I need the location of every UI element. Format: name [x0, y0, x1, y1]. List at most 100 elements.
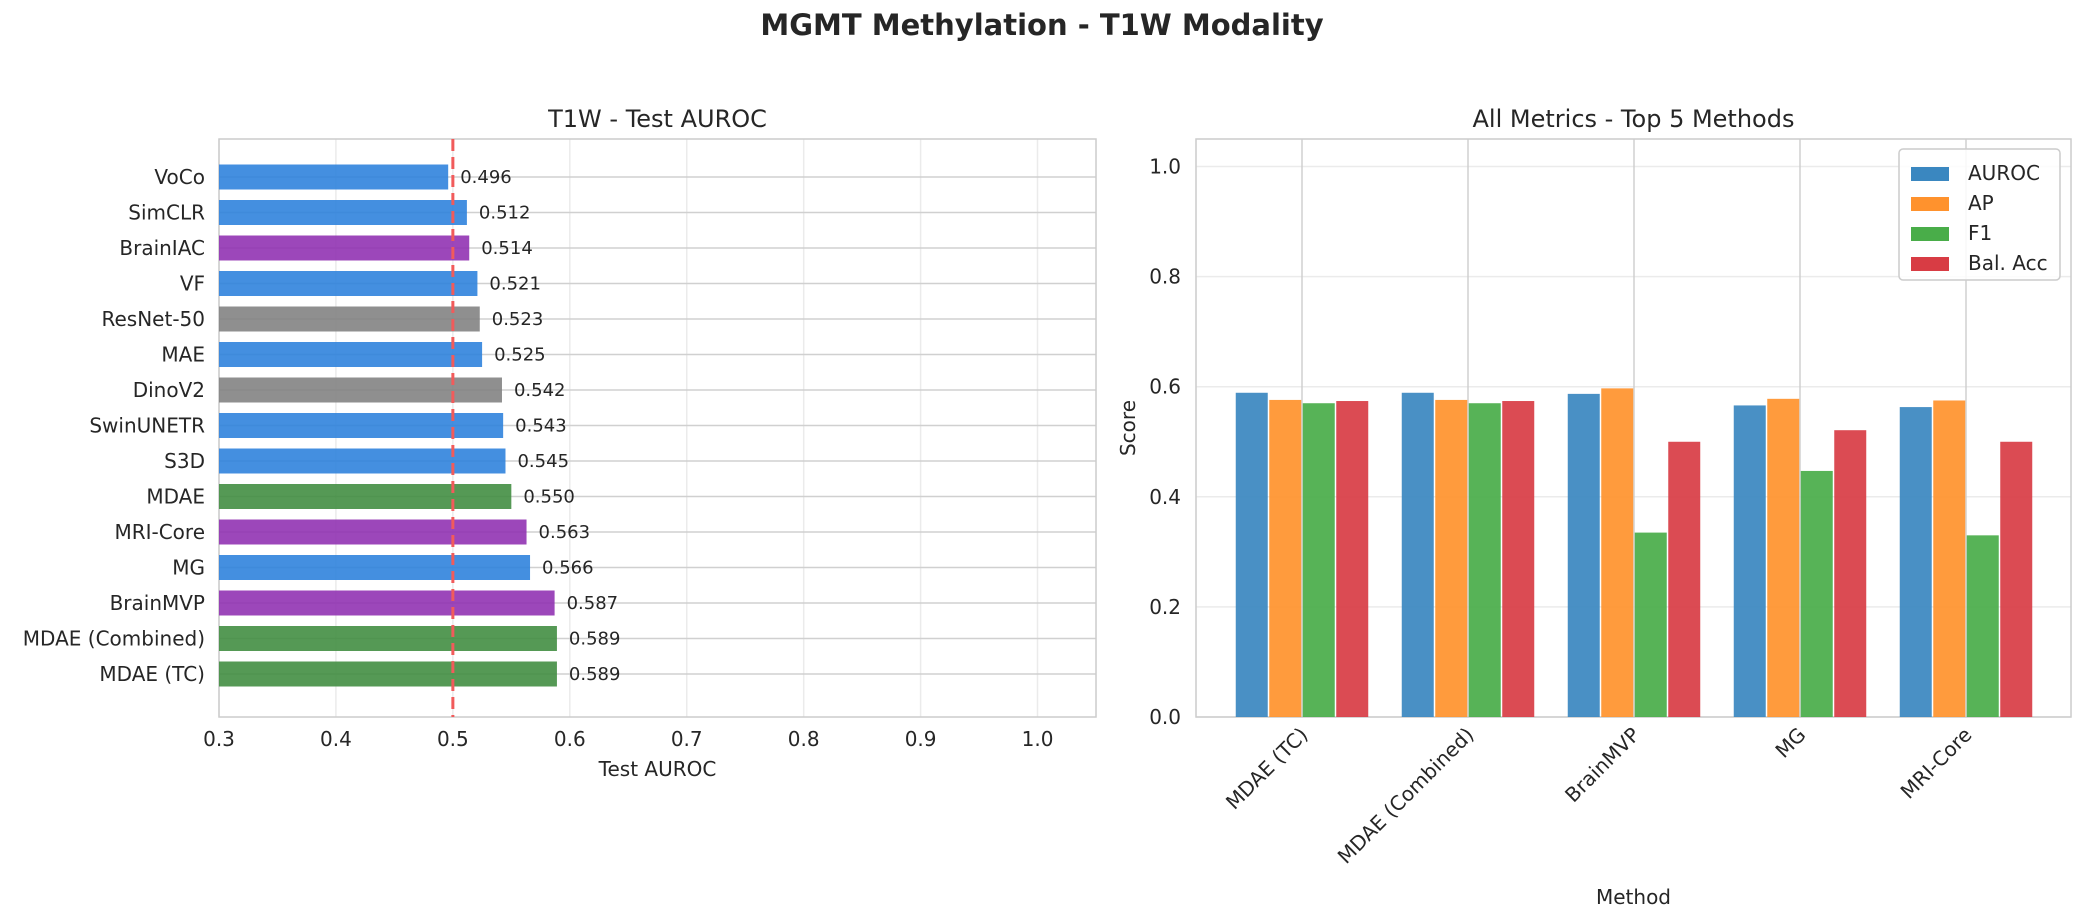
x-tick-label: 0.6 [554, 727, 586, 751]
legend: AUROC AP F1 Bal. Acc [1898, 148, 2061, 281]
data-label: 0.550 [523, 487, 575, 508]
y-tick-label: DinoV2 [133, 378, 205, 402]
x-tick-label: MDAE (TC) [1221, 723, 1313, 815]
y-tick-label: SimCLR [128, 201, 205, 225]
legend-label: F1 [1968, 221, 1992, 245]
bar [1634, 532, 1667, 717]
legend-swatch [1911, 257, 1949, 271]
bar [219, 235, 470, 261]
legend-swatch [1911, 197, 1949, 211]
bar [1899, 407, 1932, 717]
legend-box [1898, 148, 2061, 281]
bar [219, 342, 483, 367]
x-tick-label: 0.8 [788, 727, 820, 751]
bar [1800, 470, 1833, 717]
bar [1567, 393, 1600, 717]
bar [219, 555, 531, 580]
y-tick-label: 0.0 [1149, 705, 1181, 729]
chart-title: All Metrics - Top 5 Methods [1473, 105, 1795, 133]
data-label: 0.521 [489, 274, 541, 295]
bar [1933, 400, 1966, 717]
y-tick-label: ResNet-50 [102, 307, 206, 331]
data-label: 0.512 [479, 203, 531, 224]
chart-title: T1W - Test AUROC [547, 105, 767, 133]
bar [1302, 403, 1335, 717]
data-label: 0.589 [569, 629, 621, 650]
x-tick-label: MDAE (Combined) [1333, 723, 1479, 869]
data-label: 0.587 [567, 593, 619, 614]
y-axis-label: Score [1116, 400, 1140, 456]
y-tick-label: 0.4 [1149, 485, 1181, 509]
x-tick-label: MRI-Core [1896, 723, 1977, 804]
x-tick-label: 0.4 [320, 727, 352, 751]
x-tick-label: BrainMVP [1560, 723, 1644, 807]
y-tick-label: MDAE [146, 485, 205, 509]
legend-swatch [1911, 227, 1949, 241]
bar [219, 484, 512, 509]
y-tick-label: 0.2 [1149, 595, 1181, 619]
bar [219, 413, 504, 438]
data-label: 0.543 [515, 416, 567, 437]
bar [219, 271, 478, 296]
bar [1269, 399, 1302, 717]
y-tick-label: BrainIAC [119, 236, 205, 260]
bar [1601, 388, 1634, 717]
bar [219, 448, 506, 474]
y-tick-label: BrainMVP [110, 591, 205, 615]
bar [1235, 392, 1268, 717]
bar [1401, 392, 1434, 717]
y-tick-label: MDAE (Combined) [23, 627, 205, 651]
x-tick-label: 0.7 [671, 727, 703, 751]
bar [1336, 401, 1369, 717]
data-label: 0.514 [481, 238, 533, 259]
bar [1502, 401, 1535, 717]
bar [1435, 399, 1468, 717]
x-tick-label: 1.0 [1022, 727, 1054, 751]
y-tick-label: MDAE (TC) [99, 662, 205, 686]
y-tick-label: VF [180, 272, 205, 296]
right-chart: 0.0 0.2 0.4 0.6 0.8 1.0 MDAE (TC) MDAE (Combine… [1116, 105, 2072, 909]
plot-frame [1195, 138, 2072, 718]
legend-label: AUROC [1968, 161, 2040, 185]
y-tick-label: VoCo [154, 165, 205, 189]
bar [219, 377, 502, 403]
bar [1468, 403, 1501, 717]
y-tick-label: MRI-Core [114, 520, 205, 544]
bar [1834, 430, 1867, 717]
bar [219, 164, 449, 190]
bar [2000, 441, 2033, 717]
data-label: 0.496 [460, 167, 512, 188]
bar [1733, 405, 1766, 717]
data-label: 0.545 [517, 451, 569, 472]
y-tick-label: MG [172, 556, 205, 580]
legend-label: Bal. Acc [1968, 251, 2048, 275]
y-tick-label: S3D [164, 449, 205, 473]
x-tick-label: MG [1770, 723, 1810, 763]
bar [219, 306, 480, 332]
y-tick-label: SwinUNETR [89, 414, 205, 438]
bar [219, 626, 557, 651]
x-tick-label: 0.5 [437, 727, 469, 751]
figure-title: MGMT Methylation - T1W Modality [760, 8, 1324, 42]
bar [219, 590, 555, 616]
x-tick-label: 0.9 [905, 727, 937, 751]
legend-swatch [1911, 167, 1949, 181]
bar [219, 661, 557, 687]
x-axis-label: Method [1596, 885, 1671, 909]
left-chart: 0.589 MDAE (TC) 0.589 MDAE (Combined) 0.587 B… [23, 105, 1097, 781]
bar [1767, 398, 1800, 717]
data-label: 0.525 [494, 345, 546, 366]
bar [219, 519, 527, 545]
y-tick-label: 0.6 [1149, 375, 1181, 399]
bar [1966, 535, 1999, 717]
x-tick-label: 0.3 [203, 727, 235, 751]
bar [219, 200, 467, 225]
legend-label: AP [1968, 191, 1994, 215]
x-axis-label: Test AUROC [598, 757, 717, 781]
y-tick-label: MAE [161, 343, 205, 367]
bar [1668, 441, 1701, 717]
data-label: 0.566 [542, 558, 594, 579]
y-tick-label: 0.8 [1149, 265, 1181, 289]
data-label: 0.542 [514, 380, 566, 401]
